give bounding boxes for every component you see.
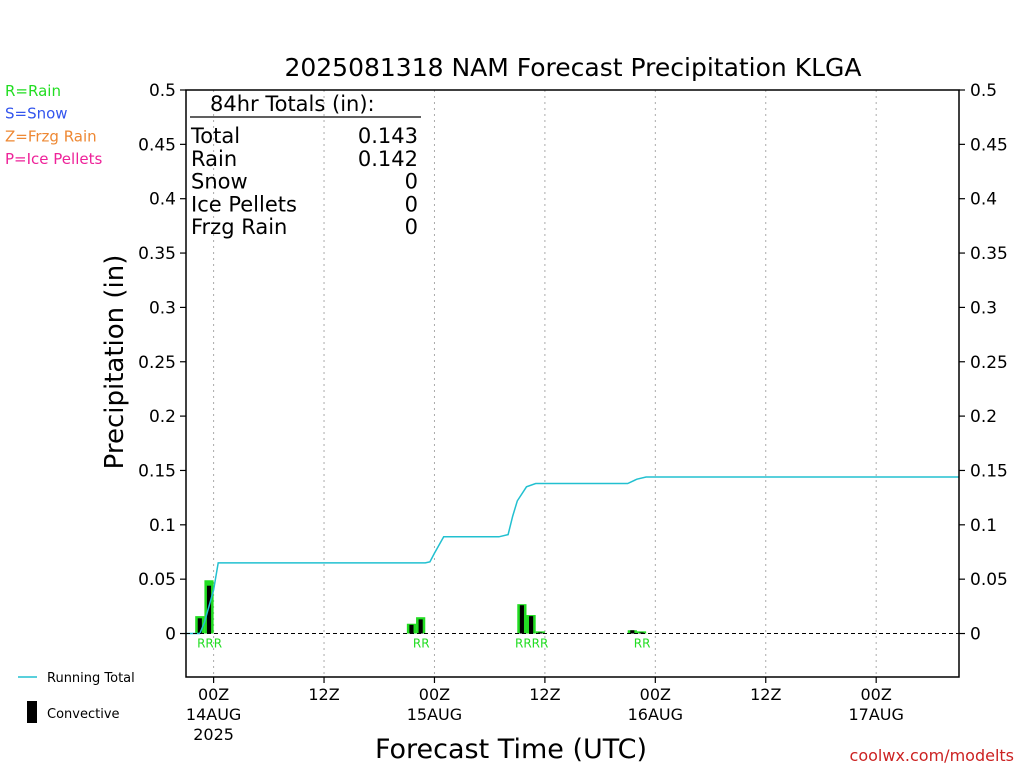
convective-bar [529,616,534,634]
text-layer: 0 00.05 0.050.1 0.10.15 0.150.2 0.20.25 0.250.… [100,53,1014,765]
x-tick-year: 2025 [193,725,234,744]
convective-bar [519,605,524,634]
y-tick-label-left: 0.3 [149,298,176,318]
totals-row-label: Total [190,124,240,148]
legend-convective-label: Convective [47,707,120,722]
y-tick-label-right: 0.2 [970,407,997,427]
x-tick-label: 12Z [750,685,781,704]
x-tick-label: 00Z [861,685,892,704]
totals-row-label: Rain [191,147,237,171]
precip-type-code: RR [413,637,430,651]
running-total-layer [186,476,959,635]
precip-type-code: RR [634,637,651,651]
y-tick-label-right: 0.4 [970,190,997,210]
y-tick-label-left: 0.4 [149,190,176,210]
y-tick-label-left: 0.25 [138,353,176,373]
x-tick-label: 12Z [529,685,560,704]
legend-convective-swatch [27,701,37,723]
x-tick-label: 00Z [198,685,229,704]
y-tick-label-right: 0.3 [970,298,997,318]
y-tick-label-right: 0.15 [970,461,1008,481]
y-tick-label-right: 0.35 [970,244,1008,264]
convective-bar [197,618,202,634]
credit-text: coolwx.com/modelts [850,746,1014,765]
y-tick-label-left: 0.05 [138,570,176,590]
vertical-gridlines [213,90,877,677]
x-tick-date: 15AUG [407,705,462,724]
x-tick-date: 17AUG [848,705,903,724]
y-tick-label-right: 0.1 [970,516,997,536]
totals-row-label: Ice Pellets [191,192,297,216]
y-tick-label-left: 0.2 [149,407,176,427]
totals-row-value: 0.143 [358,124,418,148]
legend-precip-type: P=Ice Pellets [5,150,102,168]
y-tick-label-right: 0.45 [970,135,1008,155]
chart-title: 2025081318 NAM Forecast Precipitation KL… [284,53,861,82]
convective-bar [206,585,212,634]
x-tick-date: 14AUG [186,705,241,724]
y-tick-label-right: 0 [970,625,981,645]
y-tick-label-left: 0.35 [138,244,176,264]
totals-row-value: 0 [405,192,418,216]
y-tick-label-right: 0.05 [970,570,1008,590]
convective-bar [639,632,644,634]
x-tick-label: 00Z [640,685,671,704]
convective-bar [418,619,423,634]
totals-row-value: 0.142 [358,147,418,171]
y-axis-label: Precipitation (in) [100,255,130,470]
y-tick-label-left: 0 [165,625,176,645]
x-tick-date: 16AUG [628,705,683,724]
convective-bar [630,630,635,634]
totals-row-value: 0 [405,170,418,194]
legend-layer: R=Rain S=Snow Z=Frzg Rain P=Ice Pellets Runn… [5,82,135,723]
totals-row-label: Frzg Rain [191,215,287,239]
x-axis-label: Forecast Time (UTC) [375,734,647,765]
x-tick-label: 12Z [308,685,339,704]
precip-type-code: RRRR [515,637,548,651]
totals-heading: 84hr Totals (in): [210,92,375,116]
totals-row-value: 0 [405,215,418,239]
y-tick-label-left: 0.1 [149,516,176,536]
y-tick-label-right: 0.25 [970,353,1008,373]
y-tick-label-right: 0.5 [970,81,997,101]
y-tick-label-left: 0.15 [138,461,176,481]
convective-bar [409,624,414,634]
precip-type-code: RRR [197,637,222,651]
x-tick-label: 00Z [419,685,450,704]
legend-precip-type: Z=Frzg Rain [5,127,97,145]
totals-row-label: Snow [191,170,248,194]
legend-precip-type: S=Snow [5,105,68,123]
y-tick-label-left: 0.5 [149,81,176,101]
y-tick-label-left: 0.45 [138,135,176,155]
plot-frame [185,89,960,678]
convective-bar [538,632,543,634]
running-total-line [186,476,959,635]
legend-running-total-label: Running Total [47,671,135,686]
axes-layer [180,89,965,683]
legend-precip-type: R=Rain [5,82,61,100]
